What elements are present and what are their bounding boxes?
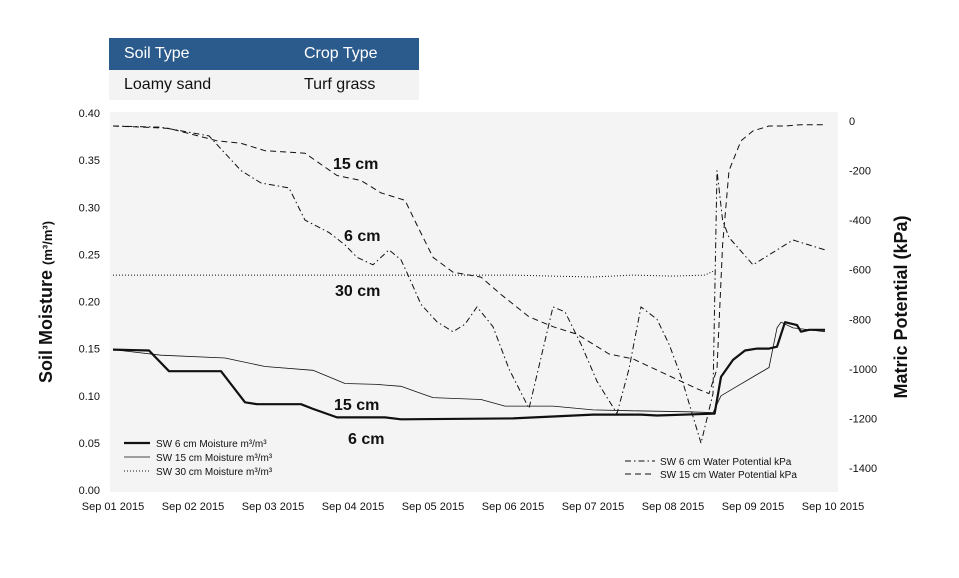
series-sw-6-cm-moisture-m-m — [112, 321, 825, 421]
x-tick-label: Sep 07 2015 — [562, 501, 624, 513]
series-sw-30-cm-moisture-m-m — [113, 270, 714, 278]
tick-layer: 0.00 0.05 0.10 0.15 0.20 0.25 0.30 0.35 0.40 0 -20… — [79, 108, 878, 513]
y-axis-title: Soil Moisture (m³/m³) — [36, 221, 56, 383]
x-tick-label: Sep 09 2015 — [722, 501, 784, 513]
y-tick-label: 0.25 — [79, 249, 100, 261]
info-table-value-row: Loamy sand Turf grass — [109, 70, 419, 100]
y2-tick-label: 0 — [849, 116, 855, 128]
legend-right: SW 6 cm Water Potential kPa SW 15 cm Wat… — [625, 457, 797, 481]
legend-left: SW 6 cm Moisture m³/m³ SW 15 cm Moisture… — [124, 439, 273, 478]
y-axis-title-main: Soil Moisture — [36, 270, 56, 383]
y-tick-label: 0.10 — [79, 391, 100, 403]
y-tick-label: 0.05 — [79, 438, 100, 450]
annotation-30cm-moisture: 30 cm — [335, 283, 380, 300]
x-tick-label: Sep 01 2015 — [82, 501, 144, 513]
info-table-header-row: Soil Type Crop Type — [109, 38, 419, 70]
legend-label-sw6-moisture: SW 6 cm Moisture m³/m³ — [156, 439, 267, 450]
annotation-15cm-potential: 15 cm — [333, 156, 378, 173]
legend-label-sw15-moisture: SW 15 cm Moisture m³/m³ — [156, 453, 273, 464]
annotation-6cm-potential: 6 cm — [344, 228, 380, 245]
y2-tick-label: -800 — [849, 314, 871, 326]
y-tick-label: 0.00 — [79, 485, 100, 497]
series-sw-6-cm-water-potential-kpa — [112, 125, 826, 444]
y2-tick-label: -400 — [849, 215, 871, 227]
y2-tick-label: -600 — [849, 265, 871, 277]
legend-label-sw15-potential: SW 15 cm Water Potential kPa — [660, 470, 797, 481]
plot-area — [110, 112, 838, 492]
y2-tick-label: -200 — [849, 166, 871, 178]
series-layer — [112, 124, 826, 444]
info-table: Soil Type Crop Type Loamy sand Turf gras… — [109, 38, 419, 100]
x-tick-label: Sep 08 2015 — [642, 501, 704, 513]
y2-tick-label: -1400 — [849, 463, 877, 475]
y-axis-title-unit: (m³/m³) — [40, 221, 55, 265]
x-tick-label: Sep 05 2015 — [402, 501, 464, 513]
y-tick-label: 0.30 — [79, 202, 100, 214]
y2-axis-title: Matric Potential (kPa) — [891, 215, 911, 398]
soil-type-header: Soil Type — [109, 38, 289, 70]
y2-tick-label: -1000 — [849, 364, 877, 376]
x-tick-label: Sep 04 2015 — [322, 501, 384, 513]
y-tick-label: 0.40 — [79, 108, 100, 120]
y-tick-label: 0.20 — [79, 297, 100, 309]
legend-label-sw30-moisture: SW 30 cm Moisture m³/m³ — [156, 467, 273, 478]
annotation-6cm-moisture: 6 cm — [348, 431, 384, 448]
x-tick-label: Sep 02 2015 — [162, 501, 224, 513]
legend-label-sw6-potential: SW 6 cm Water Potential kPa — [660, 457, 792, 468]
crop-type-value: Turf grass — [289, 70, 419, 100]
x-tick-label: Sep 03 2015 — [242, 501, 304, 513]
series-sw-15-cm-moisture-m-m — [112, 321, 826, 414]
series-sw-15-cm-water-potential-kpa — [112, 124, 825, 395]
y2-tick-label: -1200 — [849, 413, 877, 425]
x-tick-label: Sep 10 2015 — [802, 501, 864, 513]
annotation-15cm-moisture: 15 cm — [334, 397, 379, 414]
soil-type-value: Loamy sand — [109, 70, 289, 100]
x-tick-label: Sep 06 2015 — [482, 501, 544, 513]
y-tick-label: 0.15 — [79, 344, 100, 356]
y-tick-label: 0.35 — [79, 155, 100, 167]
crop-type-header: Crop Type — [289, 38, 419, 70]
